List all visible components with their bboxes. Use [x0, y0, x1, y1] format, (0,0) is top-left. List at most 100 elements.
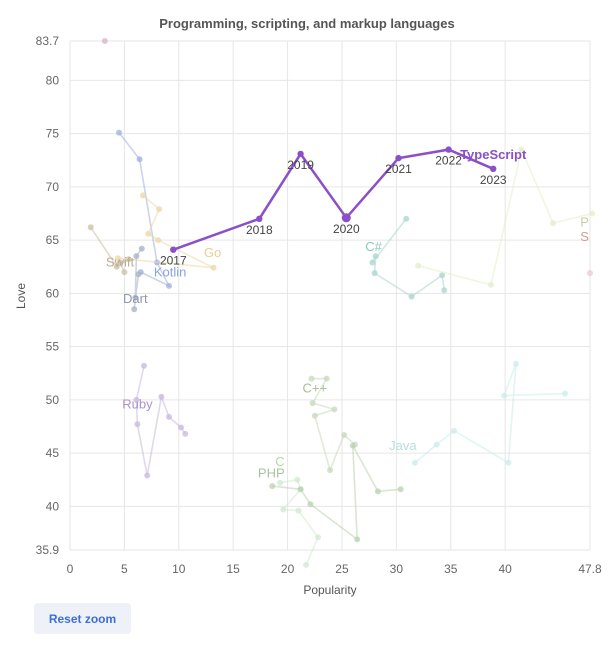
- csharp-point[interactable]: [372, 253, 379, 260]
- c-point[interactable]: [294, 476, 301, 483]
- language-label: PHP: [258, 466, 285, 481]
- ruby-point[interactable]: [182, 430, 189, 437]
- year-label: 2019: [287, 158, 314, 172]
- kotlin-point[interactable]: [136, 156, 143, 163]
- kotlin-point[interactable]: [116, 129, 122, 136]
- c-point[interactable]: [315, 534, 321, 541]
- csharp-point[interactable]: [408, 293, 415, 300]
- csharp-series-line: [311, 377, 356, 473]
- kotlin-point[interactable]: [166, 282, 172, 289]
- java-series-line: [414, 363, 566, 465]
- go-point[interactable]: [155, 237, 162, 244]
- c-point[interactable]: [295, 507, 302, 514]
- dart-point[interactable]: [138, 245, 145, 252]
- ruby-point[interactable]: [144, 472, 151, 479]
- typescript-point[interactable]: [490, 165, 497, 172]
- language-label: S: [580, 229, 589, 244]
- swift-point[interactable]: [121, 269, 128, 276]
- go-point[interactable]: [145, 230, 152, 237]
- php-point[interactable]: [397, 486, 404, 493]
- language-label: Go: [204, 245, 221, 260]
- y-axis-label: Love: [14, 283, 28, 309]
- java-point[interactable]: [562, 390, 568, 397]
- x-tick-label: 40: [498, 562, 512, 576]
- swift-point[interactable]: [87, 224, 94, 231]
- rust-point[interactable]: [415, 262, 422, 269]
- swift-point[interactable]: [113, 263, 120, 270]
- x-tick-label: 10: [172, 562, 186, 576]
- go-point[interactable]: [156, 206, 163, 213]
- ruby-point[interactable]: [158, 393, 165, 400]
- csharp-point[interactable]: [311, 412, 318, 419]
- x-tick-label: 20: [281, 562, 295, 576]
- php-point[interactable]: [354, 536, 361, 543]
- x-tick-label: 0: [67, 562, 74, 576]
- csharp-series-line: [371, 218, 445, 298]
- grid: [69, 40, 591, 551]
- java-point[interactable]: [451, 427, 457, 434]
- java-point[interactable]: [411, 459, 418, 466]
- y-tick-label: 45: [46, 446, 60, 460]
- java-point[interactable]: [505, 459, 512, 466]
- dart-point[interactable]: [131, 306, 138, 313]
- ruby-point[interactable]: [166, 413, 172, 420]
- php-point[interactable]: [307, 501, 314, 508]
- csharp-point[interactable]: [341, 432, 348, 438]
- rust-point[interactable]: [589, 210, 596, 217]
- csharp-point[interactable]: [369, 259, 376, 266]
- highlighted-series: 2017 2018 2019 2020 2021 2022 2023 TypeScript: [160, 146, 527, 268]
- go-point[interactable]: [210, 264, 217, 271]
- java-point[interactable]: [433, 441, 440, 448]
- language-label: Ruby: [122, 396, 153, 411]
- c-point[interactable]: [277, 479, 283, 486]
- x-tick-label: 5: [121, 562, 128, 576]
- php-point[interactable]: [349, 442, 356, 449]
- rust-point[interactable]: [550, 220, 556, 227]
- year-label: 2023: [480, 173, 507, 187]
- csharp-point[interactable]: [308, 375, 315, 382]
- year-label: 2020: [333, 222, 360, 236]
- year-label: 2018: [246, 223, 273, 237]
- csharp-point[interactable]: [403, 215, 410, 222]
- dart-point[interactable]: [132, 294, 139, 301]
- java-point[interactable]: [513, 360, 519, 367]
- ruby-series-line: [135, 365, 186, 476]
- php-point[interactable]: [374, 488, 381, 495]
- dart-point[interactable]: [135, 271, 142, 278]
- csharp-point[interactable]: [323, 375, 330, 382]
- typescript-point[interactable]: [256, 215, 263, 222]
- x-tick-label: 35: [444, 562, 458, 576]
- php-point[interactable]: [269, 483, 276, 490]
- typescript-point[interactable]: [170, 246, 177, 253]
- reset-zoom-button[interactable]: Reset zoom: [34, 603, 131, 634]
- c-point[interactable]: [303, 561, 310, 568]
- ruby-point[interactable]: [134, 421, 141, 428]
- dart-point[interactable]: [133, 253, 140, 260]
- typescript-point[interactable]: [297, 150, 304, 158]
- ruby-point[interactable]: [133, 396, 140, 403]
- csharp-point[interactable]: [309, 400, 316, 407]
- java-point[interactable]: [501, 392, 508, 399]
- language-label: C: [275, 454, 284, 469]
- ruby-point[interactable]: [141, 362, 147, 369]
- rust-point[interactable]: [488, 281, 494, 288]
- typescript-point[interactable]: [445, 146, 452, 153]
- csharp-point[interactable]: [371, 270, 378, 277]
- php-point[interactable]: [297, 486, 304, 493]
- csharp-point[interactable]: [439, 272, 446, 279]
- csharp-point[interactable]: [331, 406, 338, 413]
- c-point[interactable]: [280, 506, 287, 513]
- go-point[interactable]: [114, 255, 121, 262]
- rust-point[interactable]: [518, 146, 525, 153]
- chart-title: Programming, scripting, and markup langu…: [159, 16, 454, 31]
- typescript-point[interactable]: [341, 213, 351, 223]
- ruby-point[interactable]: [178, 424, 184, 431]
- csharp-point[interactable]: [327, 467, 333, 474]
- go-point[interactable]: [139, 192, 146, 199]
- series-15-point[interactable]: [587, 270, 593, 277]
- series-14-point[interactable]: [101, 38, 108, 44]
- typescript-point[interactable]: [395, 154, 402, 162]
- y-tick-label: 70: [46, 180, 60, 194]
- csharp-point[interactable]: [441, 287, 448, 294]
